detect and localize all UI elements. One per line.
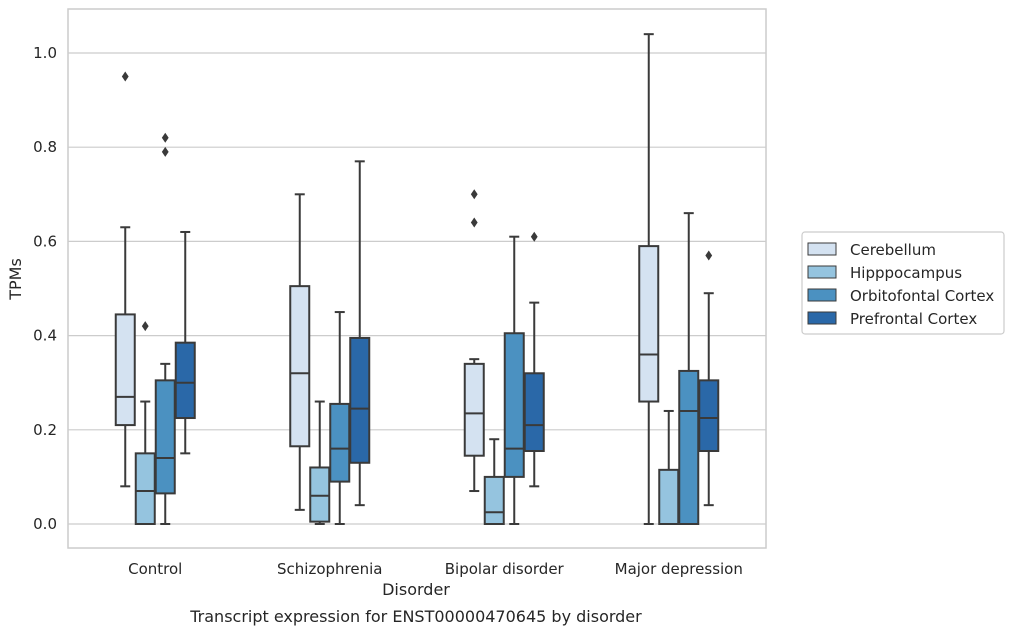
legend-label: Hipppocampus [850,264,962,282]
box-iqr [503,332,525,478]
box-plot [174,230,196,455]
box-group [114,71,196,526]
outlier-point [161,132,169,143]
box-iqr [349,336,371,464]
legend-label: Cerebellum [850,241,936,259]
y-tick-label: 0.4 [33,327,57,345]
legend-item: Hipppocampus [807,264,962,282]
box-group [463,189,545,525]
x-tick-label: Bipolar disorder [445,560,565,578]
box-plot [698,250,720,507]
x-axis-title: Disorder [382,580,450,599]
y-tick-label: 0.8 [33,138,57,156]
box-iqr [523,372,545,452]
legend: Cerebellum Hipppocampus Orbitofontal Corte… [801,231,1005,335]
box-iqr [698,379,720,452]
box-plot [463,189,485,493]
box-plot [483,438,505,525]
legend-swatch [807,265,837,279]
plot-area-frame [67,8,767,549]
box-plot [114,71,136,488]
legend-item: Prefrontal Cortex [807,310,977,328]
outlier-point [705,250,713,261]
box-iqr [463,362,485,457]
box-groups [114,33,720,526]
box-iqr [329,402,351,483]
y-tick-label: 1.0 [33,44,57,62]
box-iqr [114,313,136,427]
box-iqr [134,452,156,526]
y-axis-title: TPMs [6,258,25,301]
box-group [638,33,720,525]
chart-caption: Transcript expression for ENST0000047064… [189,607,642,626]
outlier-point [470,217,478,228]
box-iqr [174,341,196,420]
y-tick-label: 0.2 [33,421,57,439]
y-axis-ticks: 0.0 0.2 0.4 0.6 0.8 1.0 [33,44,57,533]
legend-item: Orbitofontal Cortex [807,287,994,305]
x-tick-label: Control [128,560,182,578]
legend-item: Cerebellum [807,241,936,259]
x-tick-label: Major depression [615,560,743,578]
box-group [289,160,371,525]
legend-frame [801,231,1005,335]
legend-label: Prefrontal Cortex [850,310,977,328]
outlier-point [470,189,478,200]
y-tick-label: 0.0 [33,515,57,533]
box-plot [638,33,660,525]
outlier-point [121,71,129,82]
box-iqr [154,379,176,495]
box-iqr [638,245,660,403]
box-plot [503,235,525,525]
y-tick-label: 0.6 [33,232,57,250]
box-plot [289,193,311,511]
legend-swatch [807,242,837,256]
outlier-point [141,321,149,332]
box-plot [329,311,351,525]
outlier-point [161,146,169,157]
box-plot [154,132,176,525]
legend-swatch [807,288,837,302]
x-tick-label: Schizophrenia [277,560,382,578]
outlier-point [530,231,538,242]
box-iqr [289,285,311,448]
box-iqr [483,475,505,525]
box-iqr [658,468,680,525]
legend-label: Orbitofontal Cortex [850,287,994,305]
box-iqr [678,369,700,525]
box-plot [309,400,331,525]
box-plot [349,160,371,507]
legend-swatch [807,311,837,325]
box-plot [523,231,545,488]
box-iqr [309,466,331,523]
x-axis-ticks: Control Schizophrenia Bipolar disorder Majo… [128,560,743,578]
